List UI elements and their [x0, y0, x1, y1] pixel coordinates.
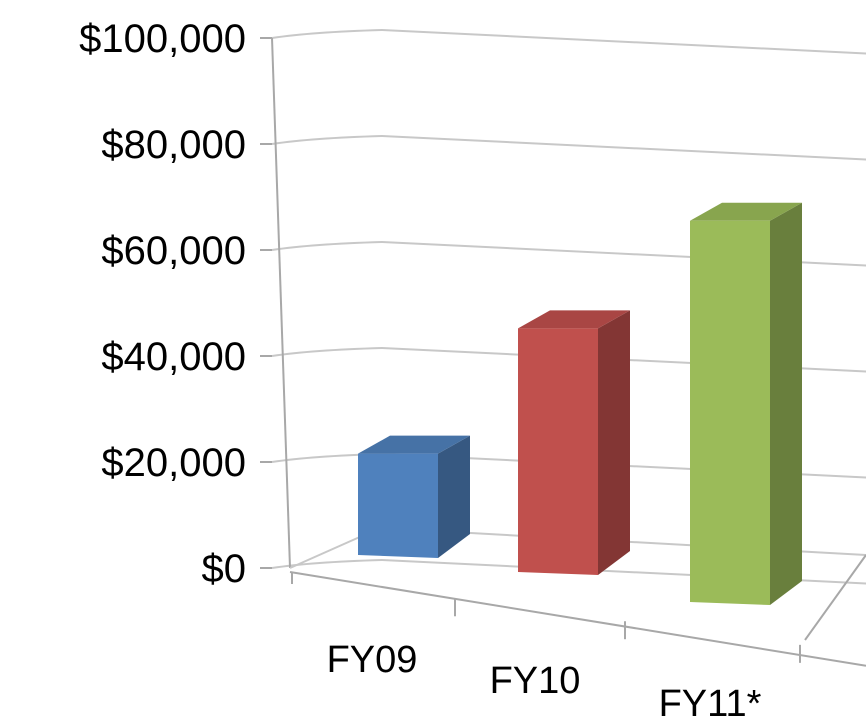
x-tick-labels: FY09 FY10 FY11* — [327, 639, 762, 723]
bar-front — [358, 454, 438, 558]
y-tick-label: $0 — [202, 547, 247, 591]
x-tick-label: FY09 — [327, 639, 418, 681]
bar-front — [690, 221, 770, 605]
y-tick-labels: $0 $20,000 $40,000 $60,000 $80,000 $100,000 — [79, 17, 246, 591]
bar — [358, 436, 470, 558]
y-tick-label: $60,000 — [101, 229, 246, 273]
x-tick-label: FY10 — [490, 660, 581, 702]
bar — [518, 310, 630, 575]
bar-front — [518, 328, 598, 575]
gridline — [272, 30, 866, 55]
y-tick-label: $40,000 — [101, 335, 246, 379]
x-tick-label: FY11* — [659, 683, 762, 723]
floor-right-edge — [805, 555, 866, 640]
gridline — [272, 136, 866, 161]
bar — [690, 203, 802, 605]
bar-side — [770, 203, 802, 605]
y-tick-label: $80,000 — [101, 123, 246, 167]
y-tick-label: $100,000 — [79, 17, 246, 61]
bar-side — [598, 310, 630, 575]
y-tick-label: $20,000 — [101, 441, 246, 485]
y-axis-line — [272, 38, 290, 568]
bar-side — [438, 436, 470, 558]
bars — [358, 203, 802, 605]
